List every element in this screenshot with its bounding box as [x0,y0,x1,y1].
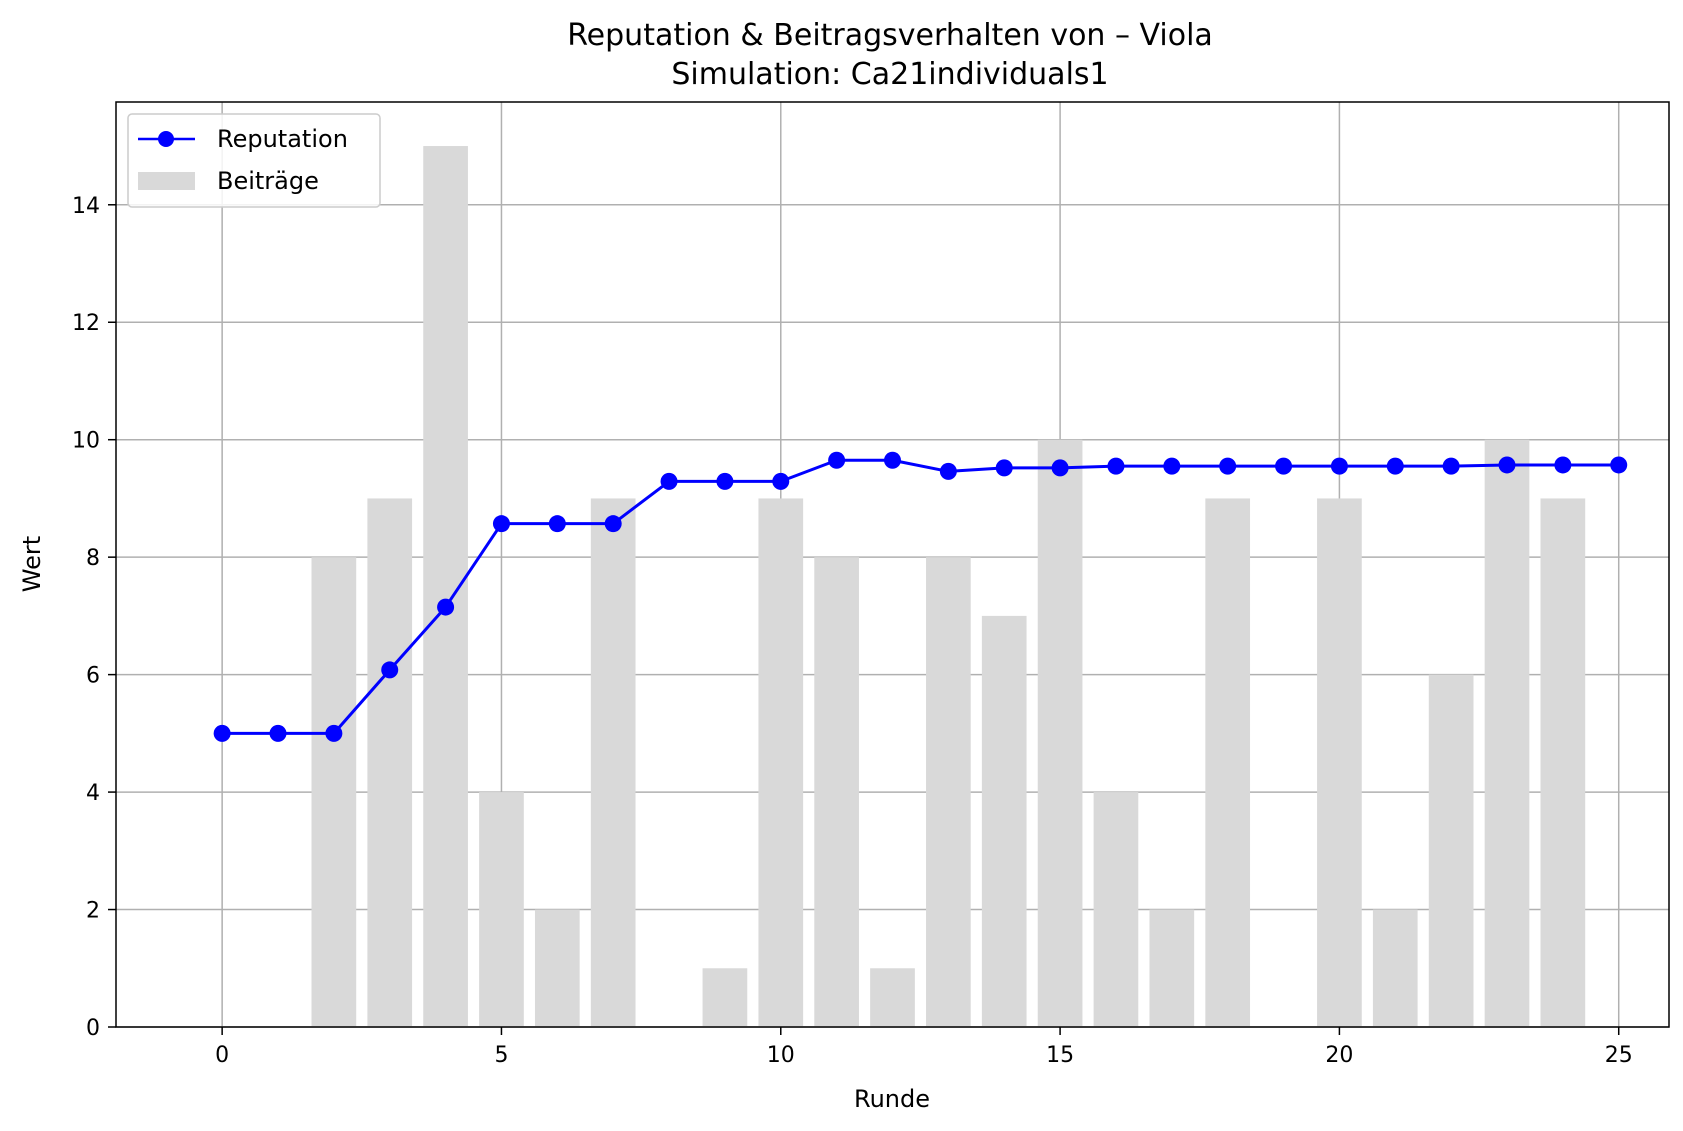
bar-beitraege [1484,439,1530,1027]
point-reputation [1330,457,1348,475]
point-reputation [1610,456,1628,474]
chart-title: Reputation & Beitragsverhalten von – Vio… [567,18,1213,53]
line-reputation [222,458,1619,735]
bar-beitraege [926,557,971,1027]
point-reputation [269,724,287,742]
bar-beitraege [981,615,1027,1027]
point-reputation [213,724,231,742]
x-tick-label: 10 [767,1043,795,1068]
point-reputation [604,515,622,533]
point-reputation [939,462,957,480]
x-axis: 0 5 10 15 20 25 [215,1027,1633,1068]
point-reputation [548,515,566,533]
point-reputation [325,724,343,742]
bar-beitraege [814,557,859,1027]
plot-frame [115,101,1670,1028]
y-tick-label: 12 [72,311,100,336]
bar-beitraege [367,498,413,1027]
bar-beitraege [1093,792,1139,1027]
bar-beitraege [590,498,636,1027]
point-reputation [1554,456,1572,474]
bar-beitraege [870,968,915,1027]
point-reputation [1051,459,1069,477]
x-tick-label: 25 [1605,1043,1633,1068]
x-axis-label: Runde [854,1085,930,1113]
bar-beitraege [534,909,580,1027]
bar-beitraege [758,498,804,1027]
bar-beitraege [1205,498,1251,1027]
y-axis-label: Wert [18,536,46,592]
y-tick-label: 2 [86,899,100,924]
point-reputation [437,598,455,616]
point-reputation [1386,457,1404,475]
bar-beitraege [311,557,357,1027]
y-tick-label: 14 [72,194,100,219]
bar-beitraege [1540,498,1586,1027]
y-tick-label: 6 [86,664,100,689]
legend-beitraege-label: Beiträge [217,167,319,195]
y-axis: 0 2 4 6 8 10 12 14 [72,194,116,1041]
point-reputation [995,459,1013,477]
y-tick-label: 4 [86,781,100,806]
point-reputation [1107,457,1125,475]
bar-beitraege [702,968,748,1027]
point-reputation [716,472,734,490]
point-reputation [1442,457,1460,475]
bar-beitraege [1428,674,1474,1027]
bar-beitraege [1317,498,1362,1027]
point-reputation [1163,457,1181,475]
y-tick-label: 10 [72,429,100,454]
point-reputation [772,472,790,490]
x-tick-label: 20 [1325,1043,1353,1068]
x-tick-label: 5 [494,1043,508,1068]
x-tick-label: 15 [1046,1043,1074,1068]
point-reputation [1498,456,1516,474]
legend-reputation-marker [158,131,174,147]
line-series-reputation [213,451,1628,742]
legend-beitraege-swatch [138,172,195,190]
y-tick-label: 0 [86,1016,100,1041]
point-reputation [1219,457,1237,475]
point-reputation [660,472,678,490]
point-reputation [1275,457,1293,475]
point-reputation [828,451,846,469]
bar-beitraege [479,792,524,1027]
bar-beitraege [1372,909,1418,1027]
x-tick-label: 0 [215,1043,229,1068]
point-reputation [884,451,901,469]
bar-beitraege [1037,439,1083,1027]
bar-series-beitraege [311,146,1586,1028]
legend: Reputation Beiträge [127,113,381,208]
point-reputation [381,661,399,679]
chart-subtitle: Simulation: Ca21individuals1 [671,57,1108,92]
bar-beitraege [1149,909,1195,1027]
legend-reputation-label: Reputation [217,125,348,153]
y-tick-label: 8 [86,546,100,571]
point-reputation [492,515,510,533]
bar-beitraege [423,146,468,1028]
